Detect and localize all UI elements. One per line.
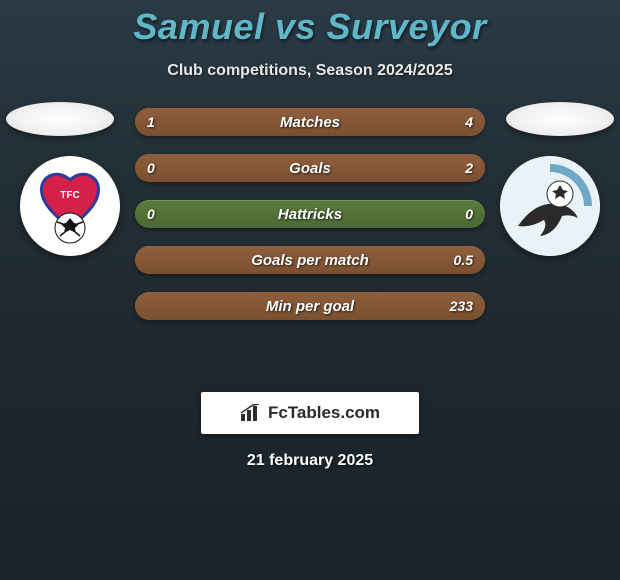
brand-text: FcTables.com (268, 403, 380, 422)
stat-value-right: 2 (465, 160, 473, 176)
stat-label: Min per goal (135, 298, 485, 315)
club-badge-left: TFC (20, 156, 120, 256)
stat-value-left: 1 (147, 114, 155, 130)
stat-value-right: 233 (450, 298, 473, 314)
brand-box: FcTables.com (201, 392, 419, 434)
stat-label: Goals (135, 160, 485, 177)
stat-value-left: 0 (147, 160, 155, 176)
stat-row: Min per goal233 (135, 292, 485, 320)
page-title: Samuel vs Surveyor (0, 0, 620, 48)
bars-icon (240, 404, 262, 422)
club-badge-right (500, 156, 600, 256)
player-portrait-left (6, 102, 114, 136)
subtitle: Club competitions, Season 2024/2025 (0, 62, 620, 80)
stats-list: Matches14Goals02Hattricks00Goals per mat… (135, 108, 485, 338)
stat-label: Goals per match (135, 252, 485, 269)
stat-value-right: 0.5 (454, 252, 473, 268)
stat-value-left: 0 (147, 206, 155, 222)
stat-label: Matches (135, 114, 485, 131)
stat-row: Goals0 2 (135, 154, 485, 182)
date-label: 21 february 2025 (0, 452, 620, 470)
comparison-area: TFC Matches14Goals02Hattricks00Goals per… (0, 108, 620, 368)
stat-row: Matches1 4 (135, 108, 485, 136)
stat-value-right: 0 (465, 206, 473, 222)
stat-label: Hattricks (135, 206, 485, 223)
svg-text:TFC: TFC (60, 190, 79, 201)
player-portrait-right (506, 102, 614, 136)
brand-label: FcTables.com (240, 403, 380, 423)
dolphin-icon (500, 156, 600, 256)
stat-row: Hattricks0 0 (135, 200, 485, 228)
heart-shield-icon: TFC (30, 166, 110, 246)
stat-row: Goals per match0.5 (135, 246, 485, 274)
stat-value-right: 4 (465, 114, 473, 130)
